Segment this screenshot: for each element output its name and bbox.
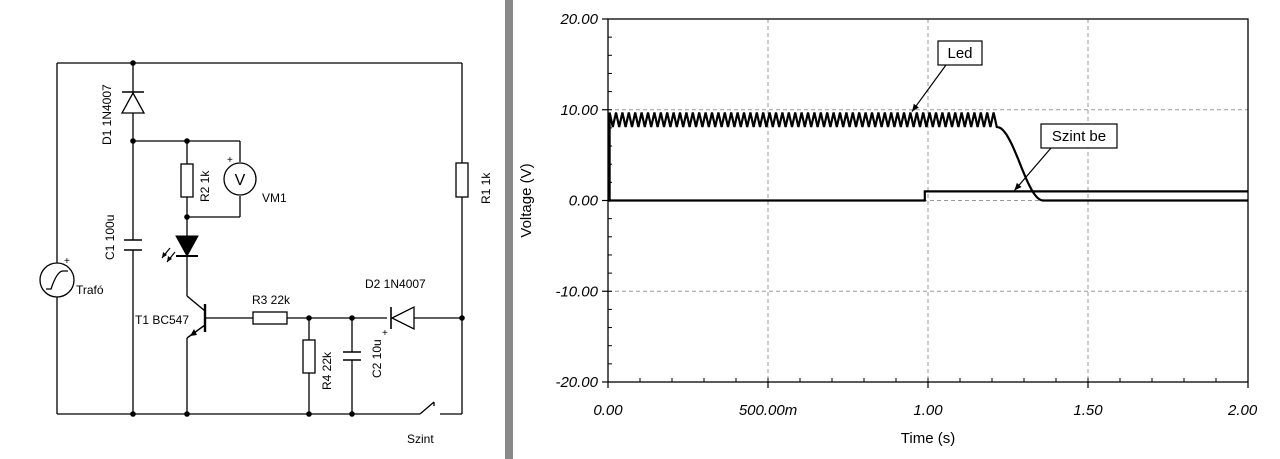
annotation-led-text: Led [947, 45, 972, 62]
switch-icon[interactable] [419, 401, 435, 415]
ac-source-icon: + [39, 256, 75, 298]
r1-resistor-icon [455, 162, 469, 198]
x-tick-label-2: 1.00 [913, 402, 943, 419]
y-axis-title: Voltage (V) [518, 163, 535, 237]
r2-resistor-icon [180, 163, 194, 198]
d2-diode-icon [390, 305, 415, 331]
schematic-panel: D1 1N4007 C1 100u R2 1k V + VM1 [0, 0, 505, 459]
vm1-label: VM1 [262, 191, 287, 205]
trafo-label: Trafó [76, 283, 104, 297]
y-tick-label-1: 10.00 [560, 102, 598, 119]
y-tick-label-0: 20.00 [559, 11, 598, 28]
c1-capacitor-icon [124, 239, 142, 251]
chart-panel: 20.00 10.00 0.00 -10.00 -20.00 0.00 500.00m 1.0… [513, 0, 1280, 459]
d1-label: D1 1N4007 [100, 84, 114, 145]
vm1-symbol: V [235, 172, 246, 189]
y-tick-label-4: -20.00 [555, 374, 598, 391]
r3-label: R3 22k [252, 293, 291, 307]
annotation-szint-be-arrowhead [1014, 182, 1022, 191]
x-tick-label-3: 1.50 [1073, 402, 1103, 419]
svg-text:+: + [227, 155, 233, 166]
series-led-line [608, 112, 1248, 202]
series-szint-be-line [608, 190, 1248, 202]
annotation-szint-be-box [1040, 123, 1118, 149]
t1-label: T1 BC547 [135, 313, 189, 327]
switch-label: Szint [407, 432, 434, 446]
annotation-szint-be-text: Szint be [1052, 128, 1106, 145]
d1-diode-icon [120, 91, 146, 114]
led-icon [161, 235, 199, 263]
r2-label: R2 1k [198, 170, 212, 202]
voltage-time-chart[interactable]: 20.00 10.00 0.00 -10.00 -20.00 0.00 500.00m 1.0… [513, 0, 1280, 459]
svg-text:+: + [64, 256, 70, 267]
x-axis-title: Time (s) [901, 430, 955, 447]
schematic-canvas[interactable]: D1 1N4007 C1 100u R2 1k V + VM1 [0, 0, 505, 459]
r4-label: R4 22k [320, 351, 334, 390]
c2-capacitor-icon [343, 351, 361, 361]
junction-dots [130, 60, 465, 417]
schematic-wires [56, 62, 463, 415]
annotation-led-arrowhead [912, 103, 919, 112]
r1-label: R1 1k [479, 172, 493, 204]
c1-label: C1 100u [103, 215, 117, 260]
r3-resistor-icon [252, 311, 288, 325]
x-tick-label-0: 0.00 [593, 402, 623, 419]
y-tick-label-2: 0.00 [569, 193, 599, 210]
r4-resistor-icon [302, 339, 316, 374]
c2-label: C2 10u [370, 339, 384, 378]
svg-text:+: + [382, 328, 388, 339]
x-tick-label-4: 2.00 [1227, 402, 1258, 419]
y-tick-label-3: -10.00 [555, 283, 598, 300]
transistor-icon [186, 295, 207, 339]
d2-label: D2 1N4007 [365, 277, 426, 291]
x-tick-label-1: 500.00m [739, 402, 797, 419]
voltmeter-icon: V + [223, 155, 257, 196]
annotation-szint-be-leader [1013, 147, 1052, 191]
annotation-led-box [937, 40, 983, 66]
panel-divider[interactable] [505, 0, 513, 459]
annotation-led-leader [911, 64, 947, 112]
